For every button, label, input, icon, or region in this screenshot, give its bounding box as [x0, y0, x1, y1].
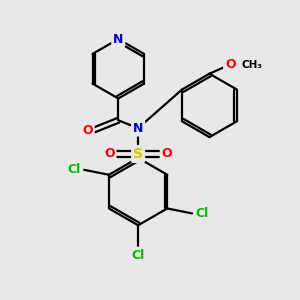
Text: CH₃: CH₃: [241, 60, 262, 70]
Text: S: S: [133, 147, 143, 161]
Text: O: O: [225, 58, 236, 71]
Text: Cl: Cl: [131, 248, 145, 262]
Text: Cl: Cl: [68, 163, 81, 176]
Text: O: O: [161, 148, 172, 160]
Text: O: O: [82, 124, 93, 137]
Text: O: O: [104, 148, 115, 160]
Text: N: N: [113, 32, 124, 46]
Text: N: N: [133, 122, 143, 135]
Text: Cl: Cl: [195, 207, 208, 220]
